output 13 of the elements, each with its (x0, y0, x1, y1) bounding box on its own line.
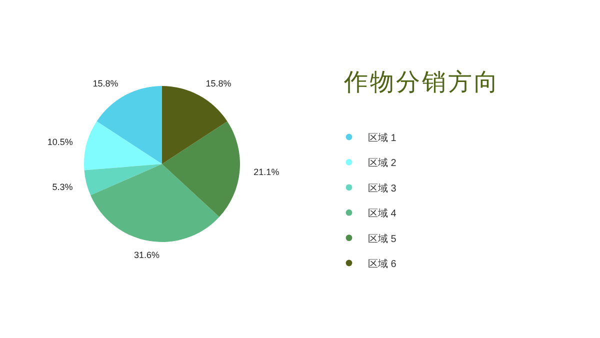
data-label: 5.3% (52, 182, 73, 192)
legend-label: 区域 2 (368, 157, 397, 170)
data-label: 21.1% (254, 167, 280, 178)
data-label: 10.5% (47, 136, 73, 147)
legend-label: 区域 4 (368, 208, 397, 220)
legend-label: 区域 5 (368, 232, 397, 245)
legend-label: 区域 3 (368, 182, 397, 194)
data-label: 31.6% (134, 250, 160, 260)
legend-label: 区域 1 (368, 132, 397, 144)
legend-label: 区域 6 (368, 258, 397, 270)
data-label: 15.8% (206, 78, 232, 89)
data-label: 15.8% (92, 78, 118, 89)
chart-title: 作物分销方向 (343, 69, 500, 96)
